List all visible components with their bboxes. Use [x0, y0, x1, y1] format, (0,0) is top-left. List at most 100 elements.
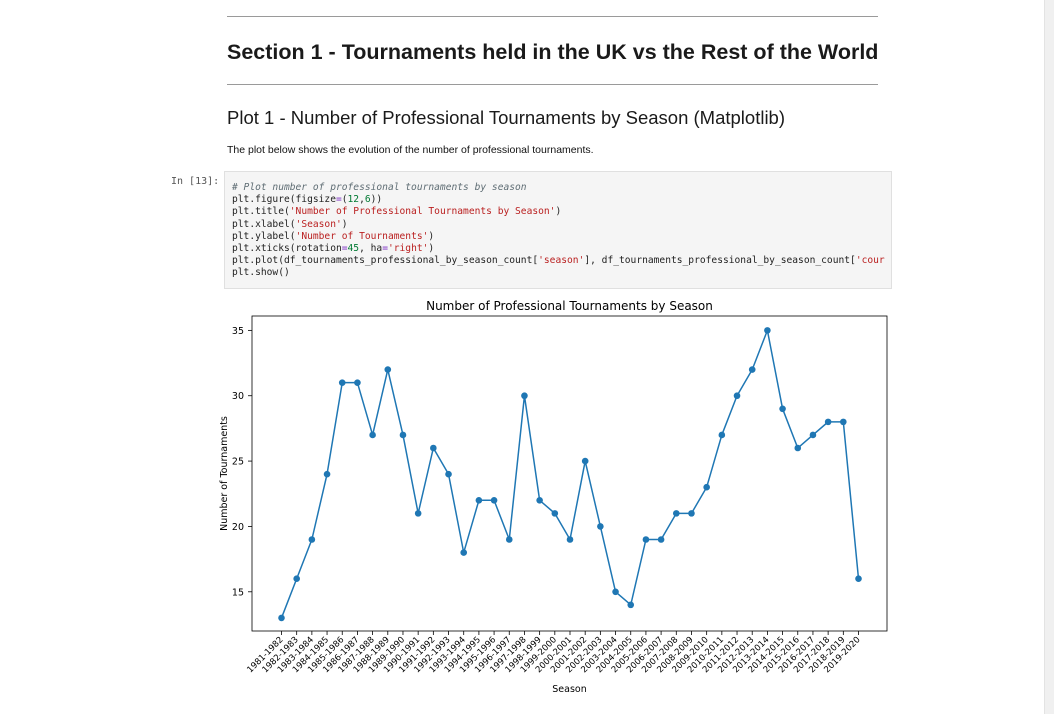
code-line: plt.title('Number of Professional Tourna…: [232, 206, 562, 218]
x-tick-label: 2004-2005: [595, 635, 635, 675]
x-tick-label: 2018-2019: [807, 635, 847, 675]
y-axis-label: Number of Tournaments: [219, 416, 230, 531]
x-tick-label: 1986-1987: [321, 635, 361, 675]
y-tick-label: 30: [232, 391, 244, 402]
data-point: [308, 536, 316, 543]
x-tick-label: 2012-2013: [716, 635, 756, 675]
data-point: [840, 418, 847, 426]
x-tick-label: 1982-1983: [261, 635, 301, 675]
x-tick-label: 1983-1984: [276, 635, 316, 675]
data-point: [733, 392, 741, 400]
y-tick-label: 15: [232, 587, 244, 598]
data-point: [338, 379, 346, 386]
x-tick-label: 1996-1997: [473, 635, 513, 675]
x-tick-label: 1988-1989: [352, 635, 392, 675]
x-tick-label: 1984-1985: [291, 635, 331, 675]
x-tick-label: 1981-1982: [245, 635, 285, 675]
data-point: [354, 379, 361, 386]
cell-prompt: In [13]:: [171, 176, 220, 187]
top-divider: [227, 16, 878, 17]
data-point: [566, 536, 574, 543]
x-tick-label: 1999-2000: [519, 635, 559, 675]
data-point: [642, 536, 650, 543]
section-divider: [227, 84, 878, 85]
x-tick-label: 2011-2012: [701, 635, 741, 675]
data-point: [323, 470, 331, 478]
vertical-scrollbar[interactable]: [1044, 0, 1054, 714]
x-tick-label: 1991-1992: [397, 635, 437, 675]
x-tick-label: 1990-1991: [382, 635, 422, 675]
y-tick-label: 35: [232, 326, 244, 337]
data-point: [475, 496, 483, 504]
x-tick-label: 1998-1999: [504, 635, 544, 675]
data-point: [657, 536, 665, 543]
x-tick-label: 2000-2001: [534, 635, 574, 675]
data-point: [490, 496, 498, 504]
data-point: [612, 588, 619, 596]
data-point: [460, 549, 468, 556]
code-cell[interactable]: # Plot number of professional tournament…: [224, 171, 892, 289]
data-point: [764, 327, 771, 334]
y-tick-label: 25: [232, 457, 244, 468]
x-tick-label: 2013-2014: [731, 635, 771, 675]
code-editor[interactable]: # Plot number of professional tournament…: [225, 172, 891, 280]
data-point: [293, 575, 300, 583]
data-point: [855, 575, 862, 583]
plot-heading: Plot 1 - Number of Professional Tourname…: [227, 107, 786, 128]
data-point: [597, 523, 604, 530]
x-tick-label: 1994-1995: [443, 635, 483, 675]
x-tick-label: 1987-1988: [337, 635, 377, 675]
data-point: [824, 418, 832, 426]
plot-description: The plot below shows the evolution of th…: [227, 144, 594, 156]
data-point: [672, 510, 680, 517]
chart-title: Number of Professional Tournaments by Se…: [426, 299, 713, 313]
x-tick-label: 2014-2015: [747, 635, 787, 675]
data-point: [399, 431, 407, 439]
x-tick-label: 2017-2018: [792, 635, 832, 675]
data-point: [278, 614, 285, 622]
x-axis-label: Season: [552, 684, 586, 695]
data-point: [581, 457, 589, 465]
data-point: [809, 431, 817, 439]
code-line: # Plot number of professional tournament…: [232, 182, 527, 193]
code-line: plt.ylabel('Number of Tournaments'): [232, 230, 435, 242]
code-line: plt.figure(figsize=(12,6)): [232, 194, 383, 206]
x-tick-label: 1989-1990: [367, 635, 407, 675]
data-point: [536, 496, 543, 504]
data-point: [551, 510, 559, 517]
code-line: plt.show(): [232, 267, 290, 279]
series-line: [280, 329, 860, 619]
code-line: plt.xlabel('Season'): [232, 218, 348, 230]
data-point: [384, 366, 392, 373]
x-tick-label: 2016-2017: [777, 635, 817, 675]
data-point: [703, 483, 710, 491]
x-tick-label: 1985-1986: [306, 635, 346, 675]
x-tick-label: 2001-2002: [549, 635, 589, 675]
data-point: [430, 444, 437, 452]
code-line: plt.xticks(rotation=45, ha='right'): [232, 243, 435, 255]
code-line: plt.plot(df_tournaments_professional_by_…: [232, 255, 885, 267]
x-tick-label: 1993-1994: [428, 635, 468, 675]
data-point: [505, 536, 513, 543]
data-point: [414, 510, 422, 517]
y-tick-label: 20: [232, 522, 244, 533]
x-tick-label: 1997-1998: [488, 635, 528, 675]
x-tick-label: 1992-1993: [412, 635, 452, 675]
x-tick-label: 2010-2011: [686, 635, 726, 675]
x-tick-label: 2003-2004: [579, 635, 619, 675]
data-point: [369, 431, 376, 439]
x-tick-label: 2009-2010: [671, 635, 711, 675]
x-tick-label: 2008-2009: [655, 635, 695, 675]
x-tick-label: 1995-1996: [458, 635, 498, 675]
x-tick-label: 2005-2006: [610, 635, 650, 675]
data-point: [521, 392, 528, 400]
data-point: [779, 405, 786, 413]
x-tick-label: 2002-2003: [564, 635, 604, 675]
data-point: [748, 366, 756, 373]
x-tick-label: 2007-2008: [640, 635, 680, 675]
plot-frame: [251, 315, 888, 632]
data-point: [627, 601, 635, 609]
data-point: [794, 444, 802, 452]
data-point: [688, 510, 695, 517]
data-point: [718, 431, 726, 439]
